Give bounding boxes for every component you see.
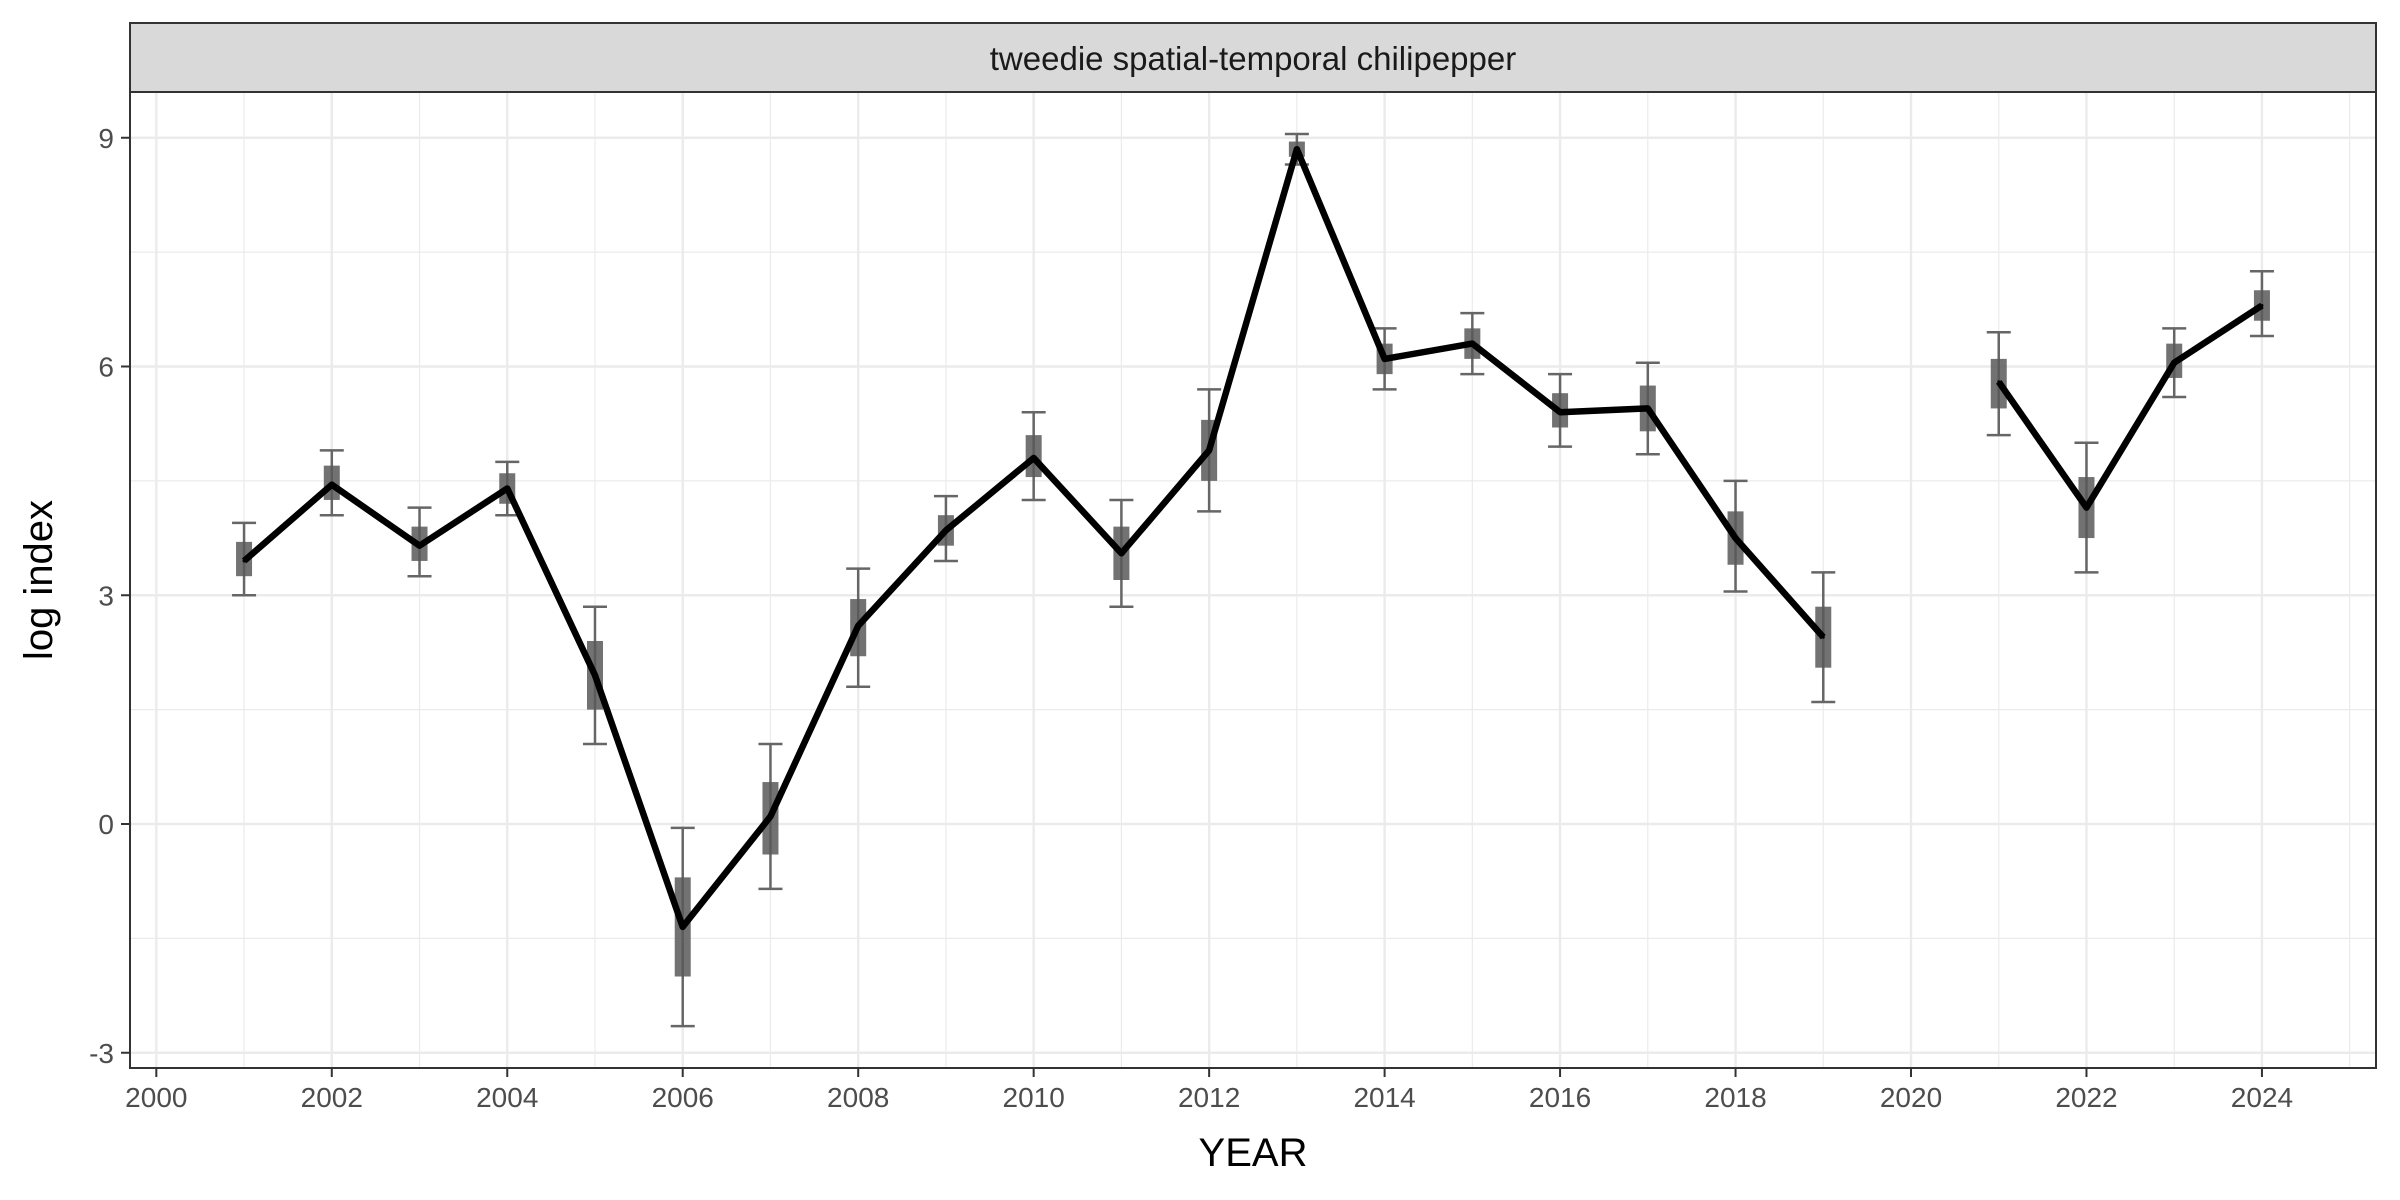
data-point-2017 (1646, 406, 1650, 410)
x-tick-label: 2006 (652, 1082, 714, 1113)
data-point-2023 (2172, 361, 2176, 365)
x-tick-label: 2000 (125, 1082, 187, 1113)
facet-strip: tweedie spatial-temporal chilipepper (129, 22, 2377, 93)
x-tick-label: 2020 (1880, 1082, 1942, 1113)
data-point-2011 (1119, 551, 1123, 555)
data-point-2001 (242, 559, 246, 563)
data-point-2019 (1821, 635, 1825, 639)
x-tick-label: 2008 (827, 1082, 889, 1113)
x-tick-label: 2024 (2231, 1082, 2293, 1113)
data-point-2009 (944, 528, 948, 532)
x-tick-label: 2002 (301, 1082, 363, 1113)
y-tick-label: -3 (89, 1038, 114, 1069)
x-tick-label: 2016 (1529, 1082, 1591, 1113)
data-point-2016 (1558, 410, 1562, 414)
data-point-2013 (1295, 147, 1299, 151)
y-axis: -3 0 3 6 9 (89, 123, 130, 1069)
data-point-2024 (2260, 304, 2264, 307)
x-tick-label: 2004 (476, 1082, 538, 1113)
x-tick-label: 2018 (1704, 1082, 1766, 1113)
data-point-2002 (330, 483, 334, 487)
facet-strip-label: tweedie spatial-temporal chilipepper (990, 40, 1516, 77)
x-tick-label: 2012 (1178, 1082, 1240, 1113)
series-line-segment-2 (1996, 302, 2264, 511)
data-point-2014 (1383, 357, 1387, 361)
panel-background (130, 92, 2376, 1068)
data-point-2018 (1734, 536, 1738, 540)
panel-border (129, 91, 2377, 1069)
data-point-2022 (2084, 506, 2088, 510)
data-point-2003 (418, 544, 422, 548)
data-point-2012 (1207, 448, 1211, 452)
data-point-2005 (593, 673, 597, 677)
y-axis-title: log index (17, 500, 61, 660)
y-tick-label: 9 (98, 123, 114, 154)
y-tick-label: 0 (98, 809, 114, 840)
facet-strip-box (129, 22, 2377, 93)
y-tick-label: 6 (98, 352, 114, 383)
data-point-2007 (768, 814, 772, 818)
x-tick-label: 2014 (1353, 1082, 1415, 1113)
y-tick-label: 3 (98, 580, 114, 611)
data-point-2010 (1032, 456, 1036, 460)
data-point-2021 (1997, 380, 2001, 384)
data-point-2006 (681, 925, 685, 929)
data-point-2015 (1470, 342, 1474, 346)
data-point-2004 (505, 487, 509, 490)
x-axis-title: YEAR (1199, 1131, 1308, 1175)
line-layer (241, 145, 2264, 931)
x-tick-label: 2022 (2055, 1082, 2117, 1113)
x-tick-label: 2010 (1003, 1082, 1065, 1113)
data-point-2008 (856, 624, 860, 628)
x-axis: 2000 2002 2004 2006 2008 2010 2012 2014 2016 2018… (125, 1068, 2293, 1113)
